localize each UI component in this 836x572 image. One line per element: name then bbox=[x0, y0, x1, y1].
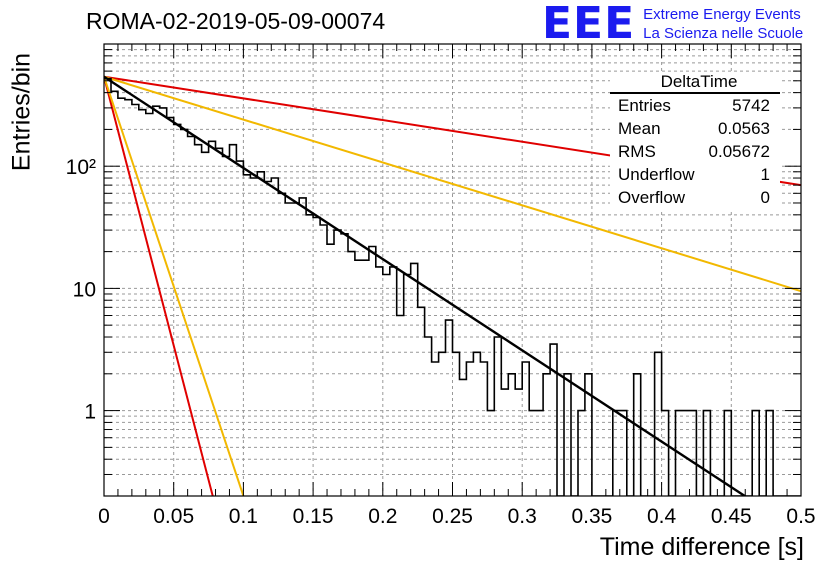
x-tick-label: 0.3 bbox=[508, 505, 537, 528]
histogram-steps bbox=[104, 77, 801, 496]
y-tick-label: 1 bbox=[84, 401, 96, 424]
logo-text: Extreme Energy Events La Scienza nelle S… bbox=[643, 5, 803, 43]
stats-value: 5742 bbox=[732, 96, 770, 115]
stats-label: Underflow bbox=[618, 165, 695, 184]
stats-row-entries: Entries 5742 bbox=[610, 94, 780, 117]
x-tick-label: 0.1 bbox=[229, 505, 258, 528]
stats-row-underflow: Underflow 1 bbox=[610, 163, 780, 186]
model-curve bbox=[104, 76, 245, 496]
x-tick-label: 0.45 bbox=[711, 505, 752, 528]
stats-label: Entries bbox=[618, 96, 671, 115]
logo-line-1: Extreme Energy Events bbox=[643, 6, 801, 23]
logo-mark: EEE bbox=[542, 0, 636, 49]
logo-line-2: La Scienza nelle Scuole bbox=[643, 25, 804, 42]
stats-value: 0.05672 bbox=[708, 142, 770, 161]
y-tick-label: 10² bbox=[66, 156, 96, 179]
fit-line bbox=[104, 75, 747, 496]
x-tick-label: 0.4 bbox=[647, 505, 677, 528]
stats-label: Mean bbox=[618, 119, 661, 138]
stats-row-rms: RMS 0.05672 bbox=[610, 140, 780, 163]
stats-title: DeltaTime bbox=[610, 72, 780, 94]
stats-row-overflow: Overflow 0 bbox=[610, 186, 780, 209]
eee-logo: EEE Extreme Energy Events La Scienza nel… bbox=[542, 2, 803, 46]
x-tick-label: 0 bbox=[98, 505, 110, 528]
stats-box: DeltaTime Entries 5742 Mean 0.0563 RMS 0… bbox=[610, 72, 780, 209]
stats-row-mean: Mean 0.0563 bbox=[610, 117, 780, 140]
x-tick-label: 0.2 bbox=[368, 505, 397, 528]
x-tick-label: 0.35 bbox=[571, 505, 612, 528]
x-tick-label: 0.25 bbox=[432, 505, 473, 528]
y-axis-label: Entries/bin bbox=[7, 52, 36, 172]
stats-value: 1 bbox=[760, 165, 770, 184]
axis-ticks bbox=[103, 44, 802, 497]
model-curve bbox=[104, 76, 214, 496]
x-tick-label: 0.5 bbox=[786, 505, 815, 528]
stats-value: 0.0563 bbox=[718, 119, 770, 138]
stats-value: 0 bbox=[760, 188, 770, 207]
x-axis-label: Time difference [s] bbox=[599, 533, 804, 561]
stats-label: Overflow bbox=[618, 188, 686, 207]
x-tick-label: 0.05 bbox=[153, 505, 194, 528]
y-tick-label: 10 bbox=[73, 278, 96, 301]
model-curve bbox=[104, 75, 801, 293]
tick-labels: 0 0.05 0.1 0.15 0.2 0.25 0.3 0.35 0.4 0.45 0.51101… bbox=[66, 156, 816, 528]
stats-label: RMS bbox=[618, 142, 656, 161]
x-tick-label: 0.15 bbox=[293, 505, 334, 528]
run-title: ROMA-02-2019-05-09-00074 bbox=[86, 8, 386, 34]
histogram-layer bbox=[104, 75, 801, 496]
